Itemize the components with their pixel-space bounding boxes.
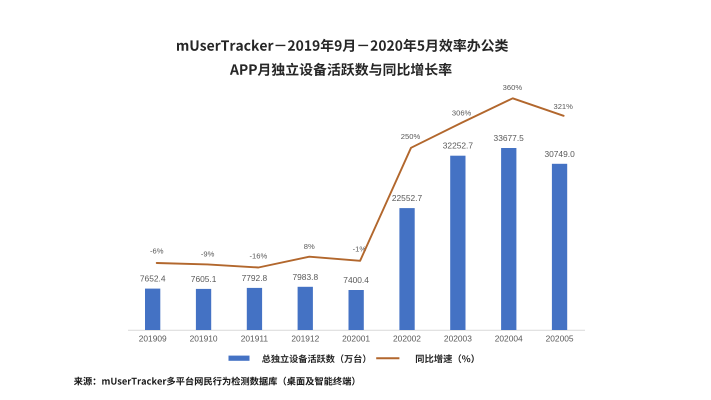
svg-text:201912: 201912 <box>291 334 319 344</box>
svg-text:-6%: -6% <box>150 247 164 256</box>
svg-text:30749.0: 30749.0 <box>544 149 575 159</box>
svg-text:201909: 201909 <box>139 334 167 344</box>
svg-text:202001: 202001 <box>342 334 370 344</box>
svg-text:7400.4: 7400.4 <box>343 275 369 285</box>
svg-text:7792.8: 7792.8 <box>242 273 268 283</box>
svg-text:306%: 306% <box>452 108 472 117</box>
svg-text:202003: 202003 <box>444 334 472 344</box>
svg-text:22552.7: 22552.7 <box>392 193 423 203</box>
svg-text:250%: 250% <box>401 132 421 141</box>
svg-text:202002: 202002 <box>393 334 421 344</box>
svg-text:-16%: -16% <box>250 251 268 260</box>
svg-text:201910: 201910 <box>190 334 218 344</box>
svg-text:-9%: -9% <box>201 249 215 258</box>
svg-text:7652.4: 7652.4 <box>140 274 166 284</box>
svg-text:33677.5: 33677.5 <box>494 133 525 143</box>
svg-text:7605.1: 7605.1 <box>191 274 217 284</box>
svg-text:202004: 202004 <box>495 334 523 344</box>
svg-text:321%: 321% <box>553 102 573 111</box>
svg-text:7983.8: 7983.8 <box>292 272 318 282</box>
svg-text:-1%: -1% <box>353 245 367 254</box>
svg-text:32252.7: 32252.7 <box>443 141 474 151</box>
svg-text:202005: 202005 <box>546 334 574 344</box>
svg-text:360%: 360% <box>503 83 523 92</box>
svg-text:201911: 201911 <box>241 334 269 344</box>
svg-text:8%: 8% <box>304 242 315 251</box>
